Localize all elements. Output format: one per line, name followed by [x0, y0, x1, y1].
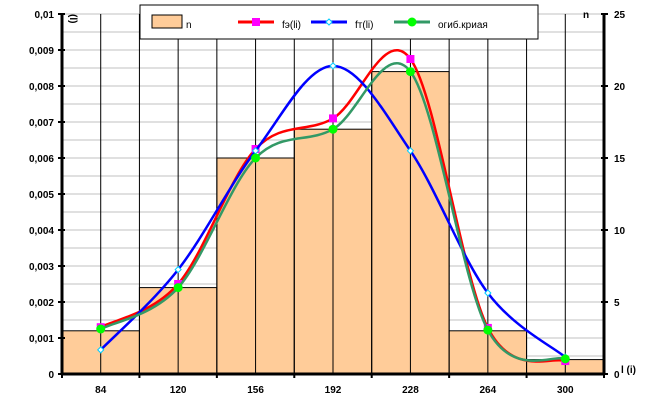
y-tick-label-right: 25	[614, 10, 626, 21]
y-tick-label-right: 10	[614, 226, 626, 237]
legend-label: n	[186, 20, 192, 31]
x-tick-label: 300	[557, 385, 574, 396]
legend: n fэ(li) fт(li) огиб.криая	[139, 4, 539, 40]
data-point	[97, 346, 105, 354]
y-tick-label-left: 0,002	[29, 298, 54, 309]
data-point	[96, 324, 106, 334]
data-point	[405, 67, 415, 77]
x-tick-label: 264	[480, 385, 497, 396]
data-point	[251, 153, 261, 163]
y-tick-label-left: 0,01	[35, 10, 55, 21]
y-tick-label-left: 0	[48, 370, 54, 381]
data-point	[406, 147, 415, 155]
data-point	[483, 325, 493, 335]
legend-label: огиб.криая	[438, 19, 488, 31]
legend-marker	[325, 18, 333, 26]
x-tick-label: 192	[325, 385, 342, 396]
y-tick-label-left: 0,001	[29, 334, 54, 345]
data-point	[173, 283, 183, 293]
legend-swatch	[151, 14, 183, 29]
y-tick-label-left: 0,008	[29, 82, 54, 93]
x-axis-label: l (i)	[621, 365, 636, 376]
legend-marker	[407, 17, 417, 27]
x-tick-label: 228	[402, 385, 419, 396]
data-point	[484, 289, 492, 297]
y-tick-label-left: 0,005	[29, 190, 54, 201]
legend-label: fэ(li)	[282, 20, 301, 31]
y-tick-label-right: 20	[614, 82, 626, 93]
data-point	[406, 55, 415, 63]
y-tick-label-left: 0,009	[29, 46, 54, 57]
data-point	[329, 114, 337, 123]
y-tick-label-right: 15	[614, 154, 626, 165]
data-point	[328, 124, 338, 134]
legend-marker	[252, 18, 260, 26]
y-axis-label-right: n	[583, 10, 589, 21]
y-tick-label-right: 5	[614, 298, 620, 309]
y-tick-label-right: 0	[614, 370, 620, 381]
x-tick-label: 156	[247, 385, 264, 396]
data-point	[560, 354, 570, 364]
legend-label: fт(li)	[355, 20, 373, 31]
series-circle	[96, 62, 570, 364]
x-tick-label: 120	[170, 385, 187, 396]
y-tick-label-left: 0,006	[29, 154, 54, 165]
data-point	[329, 62, 337, 70]
y-tick-label-left: 0,007	[29, 118, 54, 129]
x-tick-label: 84	[95, 385, 107, 396]
y-tick-label-left: 0,004	[29, 226, 54, 237]
data-point	[174, 265, 182, 274]
y-axis-label-left: (l)	[67, 14, 78, 23]
y-tick-label-left: 0,003	[29, 262, 54, 273]
